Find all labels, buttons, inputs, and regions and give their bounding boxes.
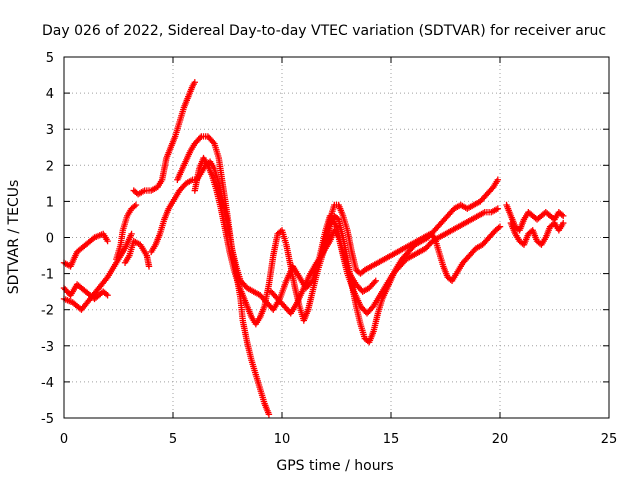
series-track-3 [60, 281, 111, 303]
data-point [494, 176, 502, 183]
x-tick-label: 5 [169, 432, 177, 447]
series-track-9 [191, 154, 502, 346]
grid-lines [64, 57, 609, 418]
data-point [132, 201, 140, 209]
x-tick-label: 20 [492, 432, 509, 447]
y-tick-label: -5 [41, 412, 54, 427]
y-tick-label: -2 [41, 304, 54, 319]
series-track-2 [60, 230, 135, 313]
series-track-7 [148, 158, 273, 418]
data-point [265, 411, 273, 418]
y-tick-label: 0 [46, 232, 54, 247]
data-point [334, 215, 341, 222]
y-tick-label: 1 [46, 195, 54, 210]
series-track-5 [121, 237, 153, 270]
data-point [191, 79, 198, 86]
y-tick-label: 5 [46, 51, 54, 66]
data-point [102, 290, 110, 298]
series-track-11 [311, 201, 504, 285]
data-point [131, 203, 138, 210]
series-track-6 [130, 79, 198, 198]
y-axis-ticks: 5 4 3 2 1 0 -1 -2 -3 -4 -5 [41, 51, 609, 427]
data-point [371, 279, 378, 286]
data-point [209, 138, 217, 146]
data-point [560, 212, 567, 220]
x-tick-label: 25 [601, 432, 618, 447]
data-point [488, 185, 496, 192]
data-point [104, 292, 111, 299]
y-tick-label: -4 [41, 376, 54, 391]
series-track-4 [113, 201, 140, 263]
data-point [196, 134, 204, 142]
x-tick-label: 15 [383, 432, 400, 447]
x-axis-label: GPS time / hours [276, 458, 393, 474]
y-axis-label: SDTVAR / TECUs [6, 180, 22, 295]
series-track-1 [60, 230, 111, 270]
data-point [496, 223, 504, 230]
data-point [372, 277, 379, 285]
data-point [560, 219, 567, 227]
y-tick-label: 3 [46, 123, 54, 138]
x-tick-label: 0 [60, 432, 68, 447]
data-point [495, 224, 502, 232]
plot-frame [63, 56, 610, 419]
x-tick-label: 10 [274, 432, 291, 447]
data-point [104, 237, 111, 245]
series-track-13 [507, 219, 567, 248]
data-point [429, 233, 437, 240]
series-track-10 [267, 205, 502, 317]
y-tick-label: -3 [41, 340, 54, 355]
data-point [128, 230, 135, 238]
y-tick-label: -1 [41, 268, 54, 283]
x-axis-ticks: 0 5 10 15 20 25 [60, 57, 617, 447]
data-point [145, 263, 153, 270]
data-point [558, 211, 565, 218]
chart-title: Day 026 of 2022, Sidereal Day-to-day VTE… [42, 23, 606, 39]
data-point [369, 304, 376, 311]
y-tick-label: 2 [46, 159, 54, 174]
y-tick-label: 4 [46, 87, 54, 102]
data-point [494, 205, 502, 212]
series-track-12 [503, 201, 567, 234]
data-series [60, 79, 567, 418]
